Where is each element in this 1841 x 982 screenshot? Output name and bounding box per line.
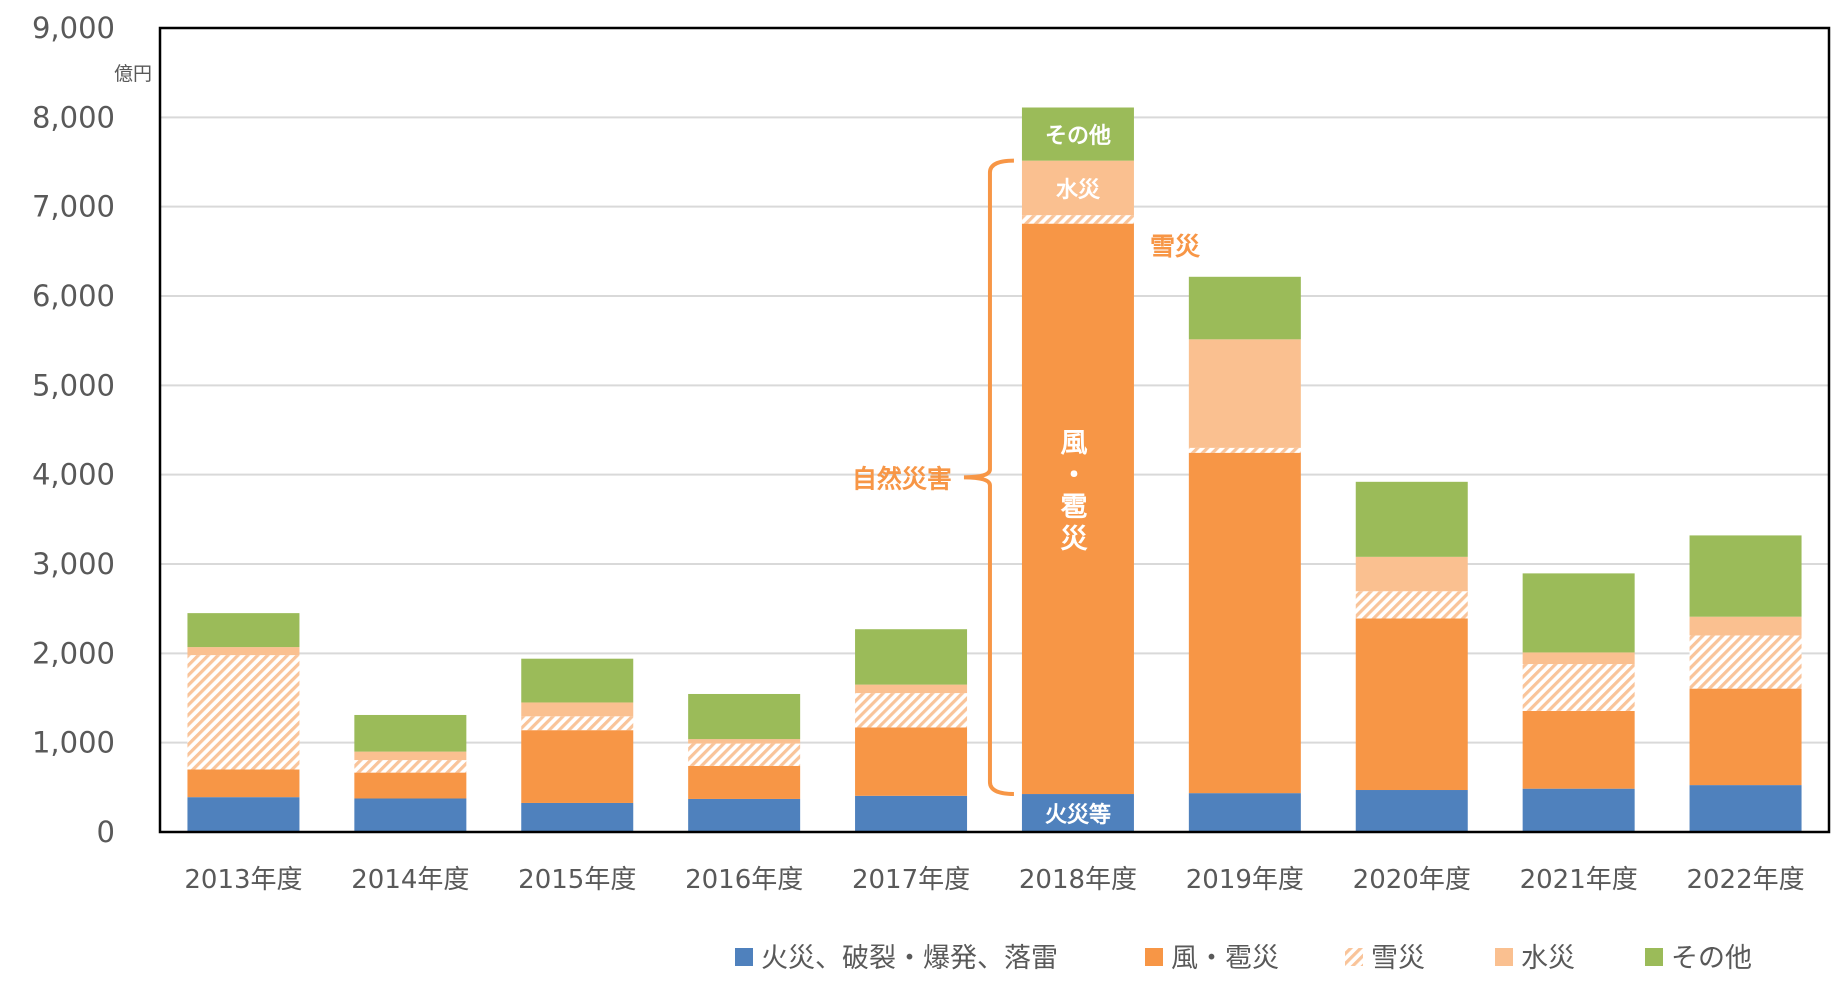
bar-segment	[1021, 107, 1134, 161]
bar-segment	[1355, 591, 1468, 619]
y-unit-label: 億円	[114, 63, 152, 85]
bar-segment	[688, 739, 801, 744]
bar-segment	[1522, 573, 1635, 653]
bar-segment	[1355, 618, 1468, 791]
x-tick-label: 2022年度	[1686, 865, 1804, 895]
bar-segment	[1188, 447, 1301, 453]
x-tick-label: 2019年度	[1186, 865, 1304, 895]
label-fire: 火災等	[1045, 802, 1111, 828]
bar-segment	[187, 647, 300, 656]
x-tick-label: 2020年度	[1353, 865, 1471, 895]
bar-segment	[855, 684, 968, 694]
bar-segment	[1188, 276, 1301, 340]
bars	[187, 107, 1802, 832]
bar-segment	[855, 795, 968, 832]
legend-label: その他	[1671, 943, 1752, 974]
y-tick-label: 1,000	[32, 726, 115, 760]
bar-segment	[187, 797, 300, 832]
label-wind-char: 災	[1060, 524, 1088, 555]
label-wind-char: 雹	[1060, 492, 1087, 523]
bar-segment	[1522, 788, 1635, 832]
bar-segment	[354, 714, 467, 752]
bar-segment	[521, 658, 634, 703]
x-tick-label: 2021年度	[1520, 865, 1638, 895]
y-axis: 0 1,000 2,000 3,000 4,000 5,000 6,000 7,000 8,00…	[32, 11, 115, 849]
bar-segment	[1522, 664, 1635, 711]
x-tick-label: 2013年度	[184, 865, 302, 895]
bar-segment	[1188, 452, 1301, 794]
y-tick-label: 8,000	[32, 100, 115, 134]
y-tick-label: 7,000	[32, 190, 115, 224]
y-tick-label: 2,000	[32, 636, 115, 670]
bar-segment	[1522, 710, 1635, 789]
x-tick-label: 2016年度	[685, 865, 803, 895]
legend-swatch	[1645, 948, 1663, 966]
bar-segment	[521, 702, 634, 717]
y-tick-label: 9,000	[32, 11, 115, 45]
label-wind-char: 風	[1060, 428, 1087, 459]
bar-segment	[688, 693, 801, 740]
bar-segment	[187, 769, 300, 798]
y-tick-label: 3,000	[32, 547, 115, 581]
x-tick-label: 2014年度	[351, 865, 469, 895]
legend-swatch	[735, 948, 753, 966]
y-tick-label: 6,000	[32, 279, 115, 313]
y-tick-label: 4,000	[32, 458, 115, 492]
bar-segment	[688, 798, 801, 832]
bar-segment	[1355, 481, 1468, 557]
bar-segment	[1355, 556, 1468, 592]
bar-segment	[855, 727, 968, 796]
legend-swatch	[1495, 948, 1513, 966]
label-wind-char: ・	[1060, 460, 1087, 491]
label-natural-disaster: 自然災害	[852, 464, 952, 493]
y-tick-label: 0	[97, 815, 115, 849]
label-water: 水災	[1056, 178, 1101, 203]
bar-segment	[1021, 223, 1134, 795]
bar-segment	[354, 798, 467, 832]
bar-segment	[354, 751, 467, 761]
legend-swatch	[1145, 948, 1163, 966]
bar-segment	[1689, 635, 1802, 689]
bar-segment	[688, 765, 801, 799]
bar-segment	[688, 743, 801, 766]
bar-segment	[521, 730, 634, 803]
x-tick-label: 2017年度	[852, 865, 970, 895]
bar-segment	[1689, 535, 1802, 617]
bar-segment	[354, 772, 467, 799]
bar-segment	[1689, 785, 1802, 832]
legend-label: 火災、破裂・爆発、落雷	[761, 943, 1058, 974]
bar-segment	[187, 613, 300, 648]
plot-frame	[158, 26, 1831, 834]
y-tick-label: 5,000	[32, 368, 115, 402]
bar-segment	[855, 629, 968, 685]
legend-label: 風・雹災	[1171, 943, 1279, 974]
x-tick-label: 2015年度	[518, 865, 636, 895]
natural-disaster-brace	[963, 158, 1014, 797]
bar-segment	[1188, 339, 1301, 448]
bar-segment	[1689, 616, 1802, 636]
label-snow: 雪災	[1150, 232, 1201, 261]
bar-segment	[1689, 688, 1802, 786]
legend-swatch	[1345, 948, 1363, 966]
bar-segment	[1188, 793, 1301, 832]
x-tick-label: 2018年度	[1019, 865, 1137, 895]
x-axis: 2013年度 2014年度 2015年度 2016年度 2017年度 2018年度 2019…	[184, 865, 1804, 895]
bar-segment	[354, 760, 467, 773]
legend-label: 雪災	[1371, 943, 1425, 974]
gridlines	[160, 116, 1829, 744]
bar-segment	[1355, 790, 1468, 832]
bar-segment	[1021, 794, 1134, 832]
bar-segment	[1021, 215, 1134, 224]
bar-segment	[521, 802, 634, 832]
legend-label: 水災	[1521, 943, 1575, 974]
bar-segment	[521, 716, 634, 731]
label-other: その他	[1045, 124, 1111, 149]
bar-segment	[1522, 652, 1635, 665]
legend: 火災、破裂・爆発、落雷 風・雹災 雪災 水災 その他	[735, 943, 1752, 974]
bar-segment	[187, 655, 300, 770]
bar-segment	[855, 693, 968, 728]
bar-segment	[1021, 160, 1134, 216]
